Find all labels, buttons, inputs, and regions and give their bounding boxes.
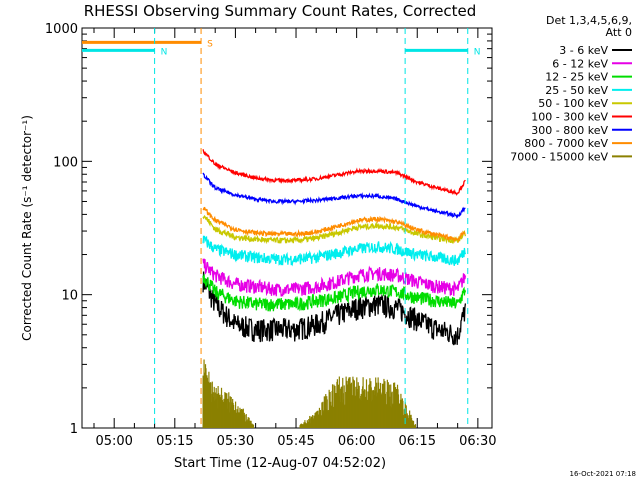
y-tick-label: 10 <box>61 289 78 304</box>
y-axis-label: Corrected Count Rate (s⁻¹ detector⁻¹) <box>20 115 34 341</box>
legend-label: 7000 - 15000 keV <box>510 150 608 163</box>
y-tick-label: 1 <box>70 422 78 437</box>
x-axis-label: Start Time (12-Aug-07 04:52:02) <box>174 456 386 471</box>
legend-header-detectors: Det 1,3,4,5,6,9, <box>546 14 632 27</box>
legend-label: 800 - 7000 keV <box>524 137 608 150</box>
x-tick-label: 05:30 <box>217 434 254 449</box>
series-line-300-800-kev <box>202 172 466 219</box>
plot-timestamp: 16-Oct-2021 07:18 <box>570 470 636 478</box>
plot-frame <box>81 27 493 429</box>
x-tick-label: 06:15 <box>399 434 436 449</box>
flag-label-s: S <box>207 39 213 49</box>
legend-label: 6 - 12 keV <box>552 57 608 70</box>
chart-title: RHESSI Observing Summary Count Rates, Co… <box>84 2 477 20</box>
series-line-100-300-kev <box>202 149 466 196</box>
flag-label-n: N <box>474 47 481 57</box>
legend-label: 100 - 300 keV <box>531 111 608 124</box>
x-tick-label: 05:45 <box>277 434 314 449</box>
legend-header-attenuator: Att 0 <box>606 26 632 39</box>
x-tick-label: 05:15 <box>156 434 193 449</box>
legend-label: 3 - 6 keV <box>559 44 608 57</box>
series-group <box>202 149 467 428</box>
series-line-3-6-kev <box>202 271 467 346</box>
legend-label: 50 - 100 keV <box>538 97 608 110</box>
series-line-50-100-kev <box>202 215 467 245</box>
flag-label-n: N <box>161 47 168 57</box>
y-tick-label: 1000 <box>45 22 78 37</box>
series-line-6-12-kev <box>202 258 467 297</box>
legend-label: 300 - 800 keV <box>531 124 608 137</box>
series-line-25-50-kev <box>202 235 467 267</box>
x-tick-label: 06:00 <box>338 434 375 449</box>
legend-label: 25 - 50 keV <box>545 84 608 97</box>
x-tick-label: 05:00 <box>95 434 132 449</box>
series-line-12-25-kev <box>202 274 467 312</box>
y-tick-label: 100 <box>53 155 78 170</box>
series-line-800-7000-kev <box>202 206 466 244</box>
x-tick-label: 06:30 <box>459 434 496 449</box>
legend-label: 12 - 25 keV <box>545 71 608 84</box>
